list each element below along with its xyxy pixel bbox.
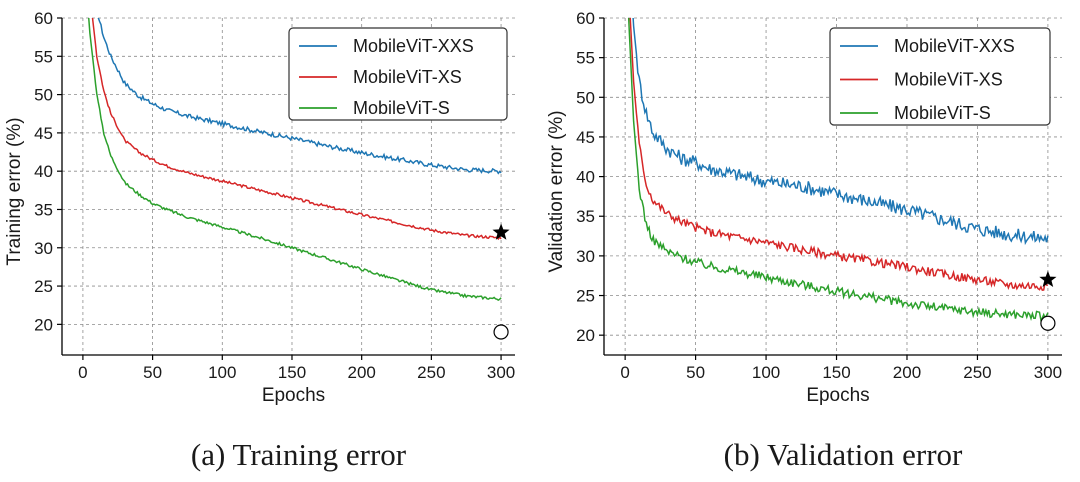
- y-tick-label: 35: [576, 207, 595, 226]
- star-marker: [492, 223, 510, 240]
- x-axis-title: Epochs: [806, 385, 869, 406]
- y-tick-label: 35: [34, 200, 53, 219]
- series-line-mobilevit-xs: [91, 18, 502, 241]
- x-tick-label: 300: [487, 363, 515, 382]
- y-tick-label: 50: [576, 88, 595, 107]
- circle-marker: [1040, 315, 1056, 331]
- y-tick-label: 40: [34, 162, 53, 181]
- legend: MobileViT-XXS MobileViT-XS MobileViT-S: [829, 27, 1051, 126]
- training-error-panel: 0 50 100 150 200 250 300 20 25 30 35 40 45 50 55 60 Epoc…: [4, 9, 515, 472]
- circle-marker: [493, 324, 509, 340]
- x-tick-label: 150: [822, 363, 850, 382]
- legend-label: MobileViT-S: [894, 103, 991, 123]
- series-line-mobilevit-xxs: [97, 18, 502, 175]
- legend-label: MobileViT-XS: [894, 70, 1003, 90]
- x-tick-label: 0: [620, 363, 629, 382]
- y-tick-label: 30: [576, 247, 595, 266]
- y-tick-label: 45: [576, 128, 595, 147]
- y-tick-label: 20: [576, 326, 595, 345]
- x-tick-label: 250: [417, 363, 445, 382]
- x-tick-label: 250: [963, 363, 991, 382]
- panel-caption: (b) Validation error: [724, 437, 963, 472]
- x-tick-label: 200: [347, 363, 375, 382]
- y-tick-label: 60: [576, 9, 595, 28]
- y-tick-label: 55: [576, 49, 595, 68]
- y-tick-label: 30: [34, 239, 53, 258]
- y-tick-label: 60: [34, 9, 53, 28]
- legend-label: MobileViT-XXS: [353, 36, 474, 56]
- y-tick-label: 50: [34, 86, 53, 105]
- star-marker: [1039, 270, 1057, 287]
- legend-box: [829, 27, 1051, 126]
- x-tick-label: 50: [143, 363, 162, 382]
- x-tick-label: 150: [278, 363, 306, 382]
- y-axis-title: Validation error (%): [546, 110, 567, 272]
- y-tick-label: 20: [34, 315, 53, 334]
- series-line-mobilevit-xxs: [632, 18, 1049, 246]
- y-tick-label: 40: [576, 168, 595, 187]
- y-tick-label: 25: [34, 277, 53, 296]
- panel-caption: (a) Training error: [191, 437, 407, 472]
- y-axis-title: Training error (%): [4, 117, 25, 265]
- x-tick-label: 100: [208, 363, 236, 382]
- series-line-mobilevit-xs: [629, 18, 1049, 292]
- x-axis-title: Epochs: [262, 385, 325, 406]
- y-tick-label: 55: [34, 47, 53, 66]
- x-tick-label: 200: [893, 363, 921, 382]
- x-tick-label: 0: [78, 363, 87, 382]
- x-tick-label: 100: [752, 363, 780, 382]
- legend-box: [288, 27, 508, 121]
- x-tick-label: 300: [1034, 363, 1062, 382]
- x-tick-label: 50: [686, 363, 705, 382]
- legend-label: MobileViT-XXS: [894, 36, 1015, 56]
- legend: MobileViT-XXS MobileViT-XS MobileViT-S: [288, 27, 508, 121]
- series-line-mobilevit-s: [627, 18, 1049, 322]
- legend-label: MobileViT-S: [353, 98, 450, 118]
- legend-label: MobileViT-XS: [353, 67, 462, 87]
- series-line-mobilevit-s: [87, 18, 502, 301]
- validation-error-panel: 0 50 100 150 200 250 300 20 25 30 35 40 45 50 55 60 Epoc…: [546, 9, 1062, 472]
- y-tick-label: 45: [34, 124, 53, 143]
- y-tick-label: 25: [576, 287, 595, 306]
